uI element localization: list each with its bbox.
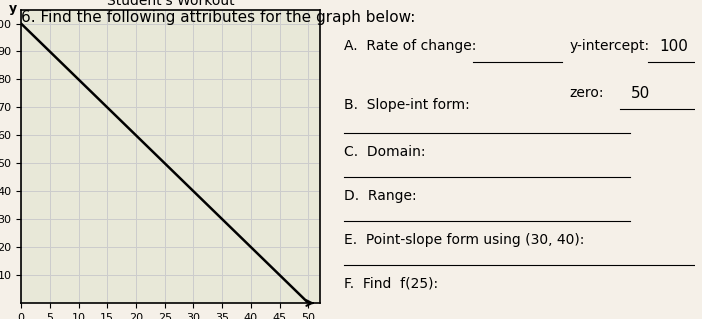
- Text: 6. Find the following attributes for the graph below:: 6. Find the following attributes for the…: [21, 10, 416, 25]
- Title: Student's Workout: Student's Workout: [107, 0, 234, 8]
- Text: zero:: zero:: [569, 86, 604, 100]
- Text: F.  Find  f(25):: F. Find f(25):: [343, 277, 437, 291]
- Text: D.  Range:: D. Range:: [343, 189, 416, 203]
- Text: B.  Slope-int form:: B. Slope-int form:: [343, 98, 469, 112]
- Text: A.  Rate of change:: A. Rate of change:: [343, 39, 476, 53]
- Text: C.  Domain:: C. Domain:: [343, 145, 425, 159]
- Text: 100: 100: [659, 39, 688, 54]
- Text: E.  Point-slope form using (30, 40):: E. Point-slope form using (30, 40):: [343, 233, 584, 247]
- Text: y: y: [8, 2, 17, 15]
- Text: 50: 50: [630, 86, 649, 101]
- Text: y-intercept:: y-intercept:: [569, 39, 649, 53]
